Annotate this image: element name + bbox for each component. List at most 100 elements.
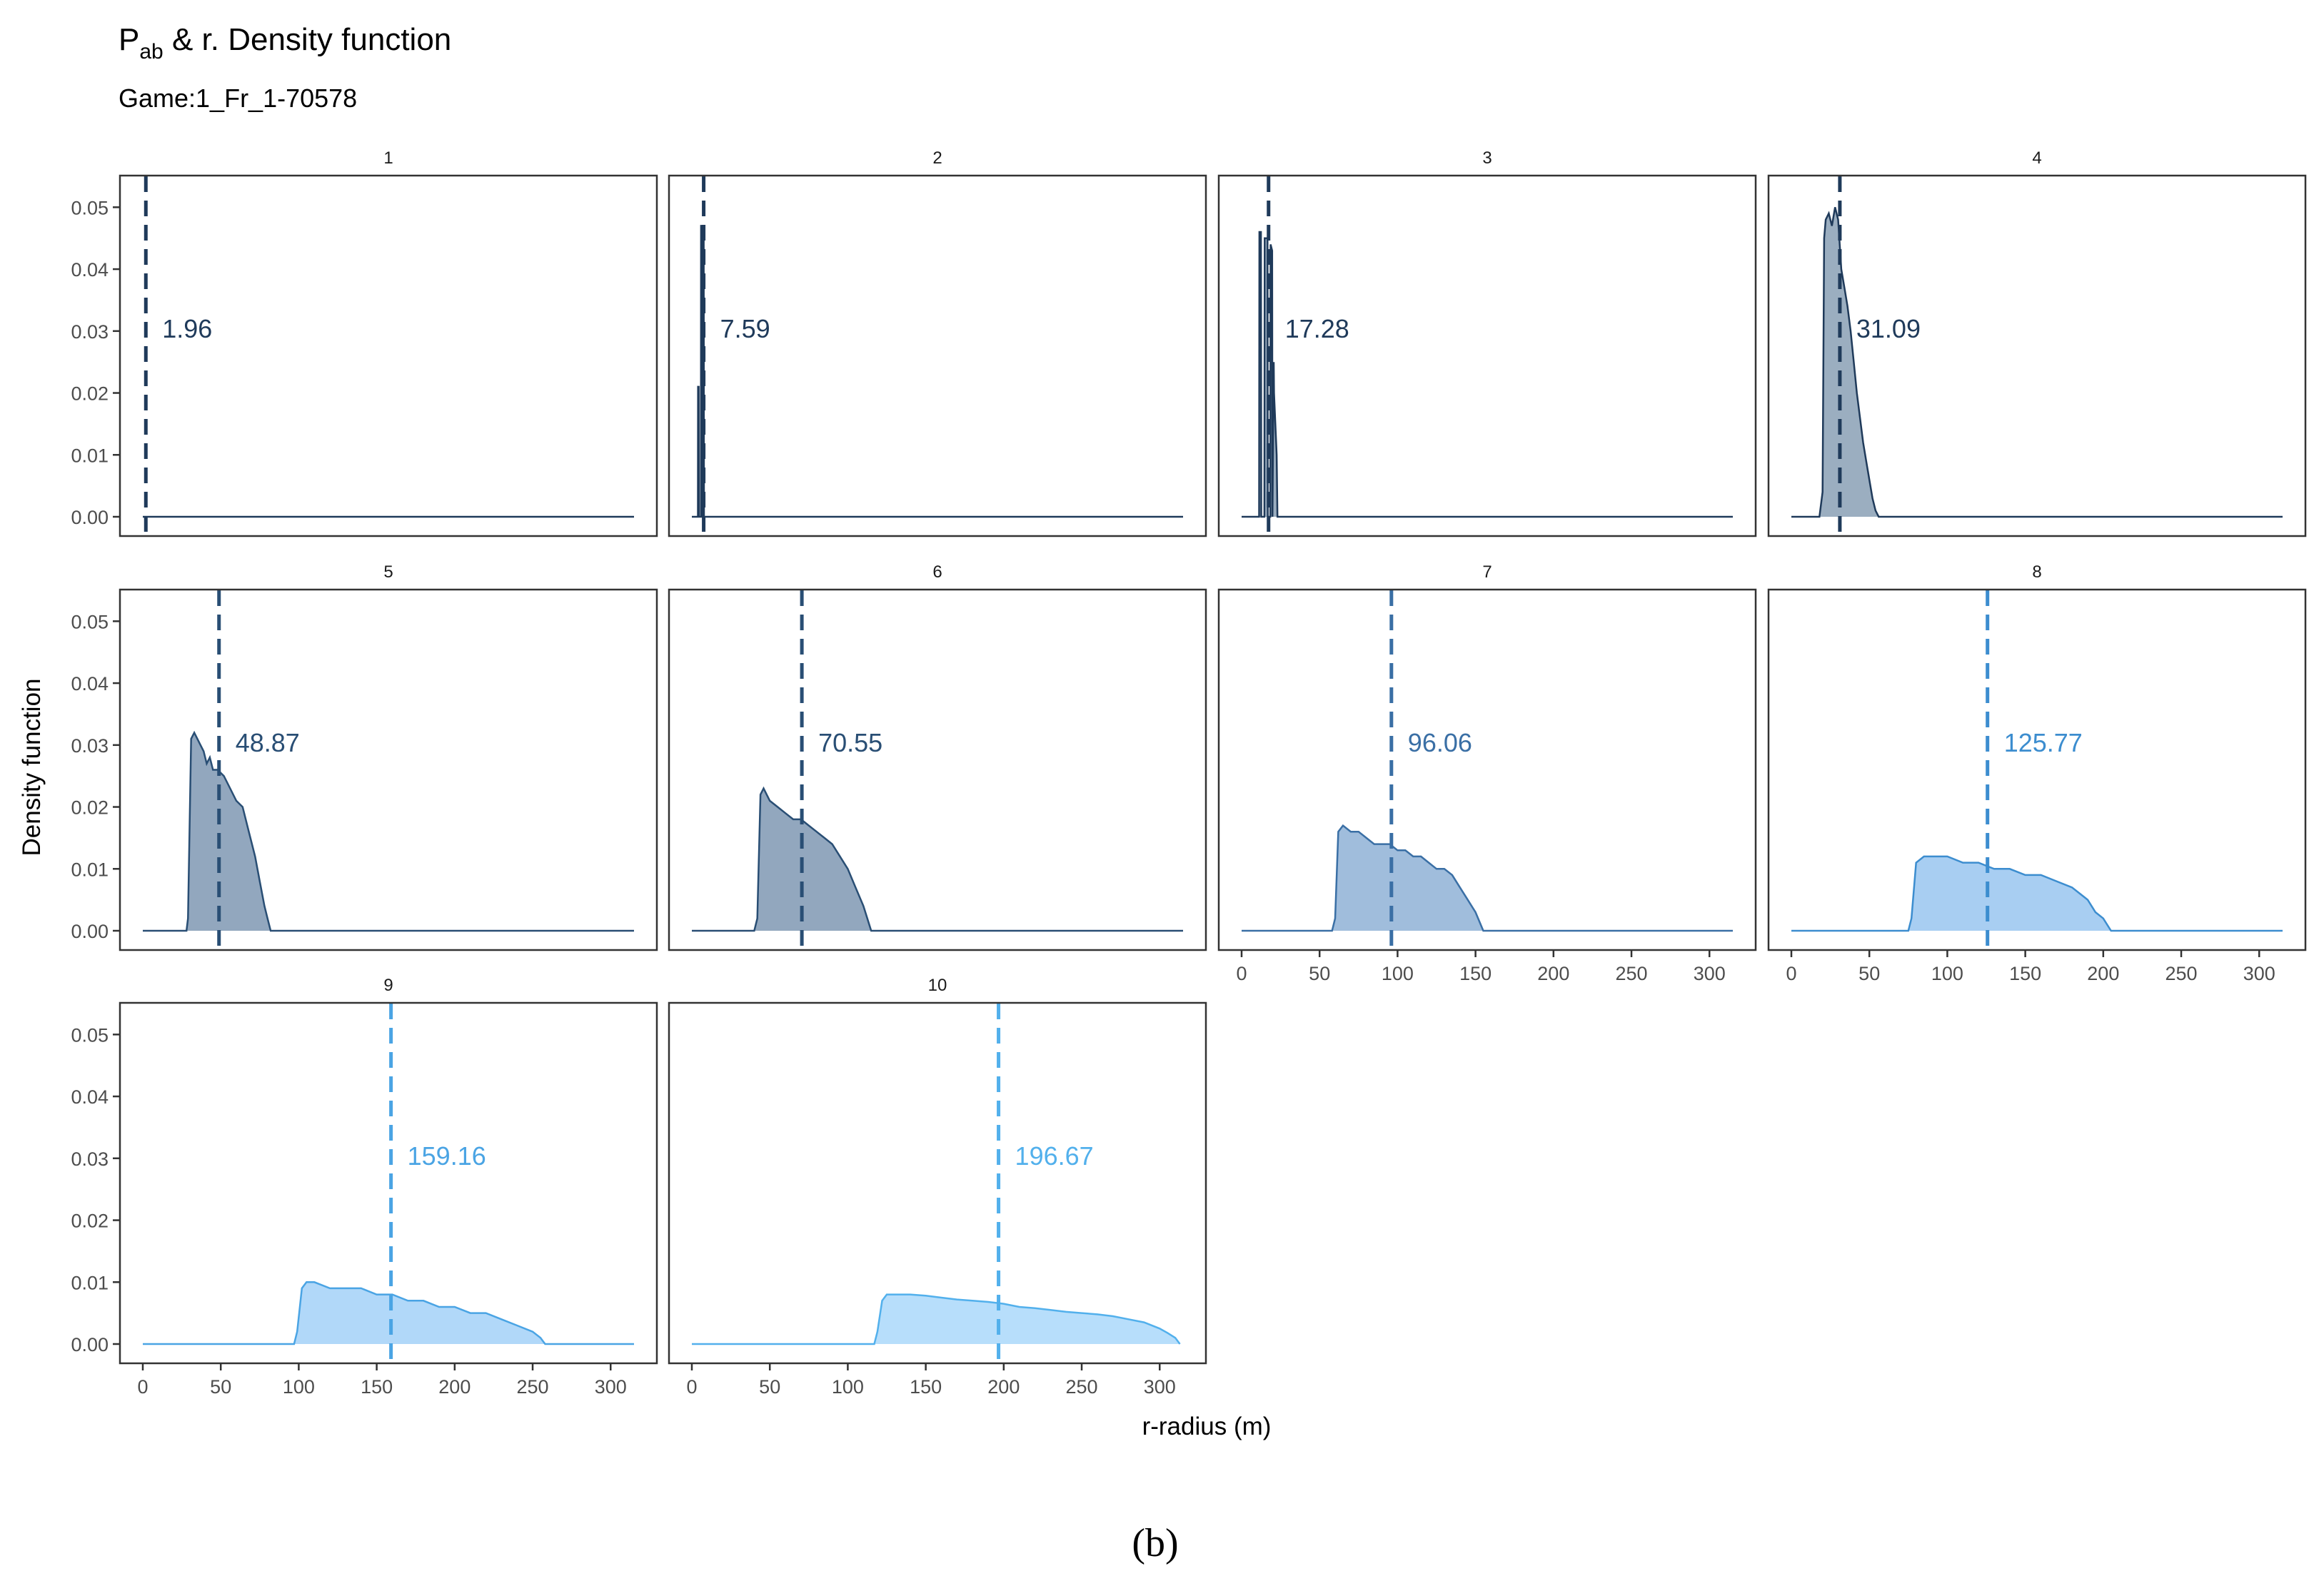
x-tick-label: 100 — [832, 1376, 864, 1398]
x-tick-label: 150 — [2009, 963, 2041, 984]
density-area — [1791, 856, 2283, 931]
mean-label: 7.59 — [720, 314, 770, 343]
panel-border — [119, 588, 658, 951]
density-area — [692, 226, 1183, 517]
facet-panels: 11.960.000.010.020.030.040.0527.59317.28… — [71, 148, 2307, 1398]
y-tick-label: 0.05 — [71, 611, 109, 632]
density-line — [1791, 207, 2283, 518]
x-tick-label: 250 — [2165, 963, 2198, 984]
panel-border — [1217, 588, 1757, 951]
figure-caption: (b) — [1132, 1521, 1178, 1565]
panel-border — [1767, 588, 2307, 951]
y-tick-label: 0.05 — [71, 1024, 109, 1046]
y-tick-label: 0.03 — [71, 1148, 109, 1170]
facet-panel-2: 27.59 — [668, 148, 1207, 537]
x-tick-label: 0 — [137, 1376, 148, 1398]
mean-label: 125.77 — [2004, 728, 2083, 757]
density-area — [1791, 207, 2283, 517]
strip-label: 10 — [928, 976, 947, 995]
facet-panel-9: 9 159.16 0.00 0.01 0.02 0.03 0.04 0.05 0 50 100 150… — [71, 976, 658, 1398]
title-subscript: ab — [139, 40, 163, 64]
facet-panel-10: 10 196.67 0 50 100 150 200 250 300 — [668, 976, 1207, 1398]
y-tick-label: 0.03 — [71, 735, 109, 757]
y-tick-label: 0.02 — [71, 797, 109, 819]
mean-label: 196.67 — [1015, 1141, 1094, 1171]
facet-panel-7: 7 96.06 0 50 100 150 200 250 300 — [1217, 562, 1757, 984]
mean-label: 70.55 — [818, 728, 882, 757]
density-line — [1791, 855, 2283, 932]
y-tick-label: 0.01 — [71, 445, 109, 466]
density-area — [143, 1282, 634, 1344]
panel-border — [1767, 174, 2307, 537]
strip-label: 3 — [1482, 148, 1492, 168]
x-tick-label: 100 — [1931, 963, 1963, 984]
x-tick-label: 250 — [517, 1376, 549, 1398]
mean-label: 48.87 — [236, 728, 300, 757]
svg-text:Pab & r. Density function: Pab & r. Density function — [119, 22, 451, 64]
panel-border — [1217, 174, 1757, 537]
x-tick-label: 200 — [987, 1376, 1020, 1398]
facet-panel-3: 317.28 — [1217, 148, 1757, 537]
panel-border — [668, 1001, 1207, 1365]
strip-label: 2 — [932, 148, 942, 168]
strip-label: 7 — [1482, 562, 1492, 582]
facet-panel-8: 8 125.77 0 50 100 150 200 250 300 — [1767, 562, 2307, 984]
density-area — [1242, 232, 1733, 517]
panel-border — [119, 174, 658, 537]
density-line — [1242, 824, 1733, 932]
y-tick-label: 0.02 — [71, 383, 109, 405]
facet-panel-4: 431.09 — [1767, 148, 2307, 537]
strip-label: 6 — [932, 562, 942, 582]
title-main: P — [119, 22, 139, 57]
x-tick-label: 100 — [283, 1376, 315, 1398]
strip-label: 1 — [383, 148, 393, 168]
x-axis-title: r-radius (m) — [1142, 1413, 1272, 1440]
facet-panel-6: 670.55 — [668, 562, 1207, 951]
chart-title: Pab & r. Density function — [119, 22, 451, 64]
x-tick-label: 300 — [1144, 1376, 1176, 1398]
x-tick-label: 200 — [1537, 963, 1569, 984]
x-tick-label: 300 — [595, 1376, 627, 1398]
density-area — [143, 732, 634, 931]
density-line — [692, 1293, 1181, 1345]
facet-panel-5: 5 48.87 0.00 0.01 0.02 0.03 0.04 0.05 — [71, 562, 658, 951]
x-tick-label: 300 — [2243, 963, 2275, 984]
y-tick-label: 0.00 — [71, 921, 109, 942]
density-line — [1242, 231, 1733, 518]
y-tick-label: 0.02 — [71, 1211, 109, 1232]
y-tick-label: 0.00 — [71, 1334, 109, 1355]
x-tick-label: 150 — [910, 1376, 942, 1398]
x-tick-label: 100 — [1382, 963, 1414, 984]
strip-label: 9 — [383, 976, 393, 995]
x-tick-label: 200 — [438, 1376, 471, 1398]
y-tick-label: 0.01 — [71, 859, 109, 880]
facet-panel-1: 1 1.96 0.00 0.01 0.02 0.03 0.04 0.05 — [71, 148, 658, 537]
y-tick-label: 0.04 — [71, 1086, 109, 1108]
mean-label: 17.28 — [1285, 314, 1349, 343]
density-area — [692, 1294, 1180, 1344]
mean-label: 1.96 — [162, 314, 212, 343]
x-tick-label: 150 — [361, 1376, 393, 1398]
y-tick-label: 0.05 — [71, 197, 109, 218]
x-tick-label: 50 — [1309, 963, 1330, 984]
strip-label: 4 — [2032, 148, 2041, 168]
y-tick-label: 0.04 — [71, 259, 109, 281]
y-tick-label: 0.04 — [71, 673, 109, 694]
panel-border — [668, 588, 1207, 951]
strip-label: 8 — [2032, 562, 2041, 582]
x-tick-label: 150 — [1459, 963, 1492, 984]
y-axis-title: Density function — [18, 678, 46, 856]
x-tick-label: 50 — [1858, 963, 1880, 984]
x-tick-label: 300 — [1694, 963, 1726, 984]
strip-label: 5 — [383, 562, 393, 582]
panel-border — [119, 1001, 658, 1365]
mean-label: 96.06 — [1408, 728, 1472, 757]
x-tick-label: 0 — [686, 1376, 697, 1398]
density-line — [692, 225, 1183, 518]
panel-border — [668, 174, 1207, 537]
density-area — [1242, 825, 1733, 931]
title-rest: & r. Density function — [164, 22, 452, 57]
chart-subtitle: Game:1_Fr_1-70578 — [119, 84, 357, 113]
y-tick-label: 0.00 — [71, 507, 109, 528]
